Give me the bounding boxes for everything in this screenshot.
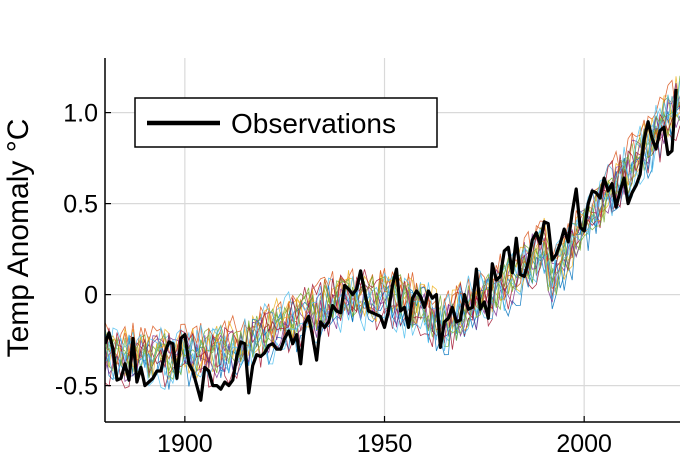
ensemble-member-line: [105, 101, 680, 380]
x-tick-label: 1950: [357, 430, 413, 456]
x-tick-label: 1900: [157, 430, 213, 456]
axes: [104, 58, 680, 423]
x-tick-label: 2000: [556, 430, 612, 456]
observations-line: [105, 88, 678, 402]
legend: Observations: [134, 97, 438, 148]
tick-labels: 1900 1950 2000 -0.5 0 0.5 1.0: [55, 100, 612, 456]
ensemble-member-line: [105, 80, 680, 367]
y-tick-label: 1.0: [63, 100, 98, 128]
y-tick-label: 0: [84, 282, 98, 310]
ensemble-member-line: [105, 75, 680, 374]
y-axis-title: Temp Anomaly °C: [2, 119, 35, 358]
legend-label-observations: Observations: [231, 108, 396, 139]
y-tick-label: -0.5: [55, 373, 98, 401]
observations-layer: [105, 88, 678, 402]
y-tick-label: 0.5: [63, 191, 98, 219]
